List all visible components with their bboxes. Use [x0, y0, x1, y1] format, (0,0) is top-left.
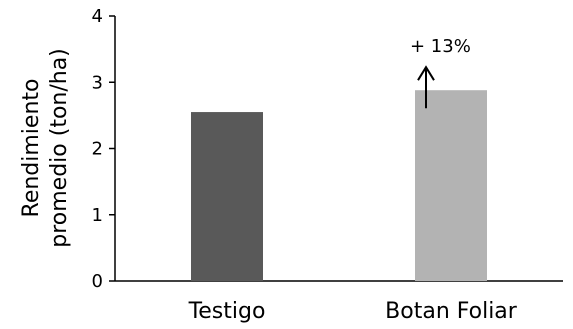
y-tick-label: 2	[92, 139, 103, 160]
bars	[191, 90, 487, 281]
y-tick-label: 3	[92, 72, 103, 93]
y-tick-label: 1	[92, 205, 103, 226]
y-tick-label: 4	[92, 6, 103, 27]
y-axis-label: Rendimiento promedio (ton/ha)	[19, 48, 72, 248]
annotation-label: + 13%	[410, 36, 471, 57]
bar-testigo	[191, 112, 263, 281]
y-axis-label-line-2: promedio (ton/ha)	[47, 48, 72, 248]
bar-botan-foliar	[415, 90, 487, 281]
x-tick-label: Testigo	[188, 299, 266, 324]
y-axis-ticks: 0 1 2 3 4	[92, 6, 115, 292]
x-axis-tick-labels: Testigo Botan Foliar	[188, 299, 518, 324]
y-axis-label-line-1: Rendimiento	[19, 79, 44, 218]
x-tick-label: Botan Foliar	[385, 299, 518, 324]
y-tick-label: 0	[92, 271, 103, 292]
annotation: + 13%	[410, 36, 471, 109]
up-arrow-icon	[417, 65, 435, 109]
